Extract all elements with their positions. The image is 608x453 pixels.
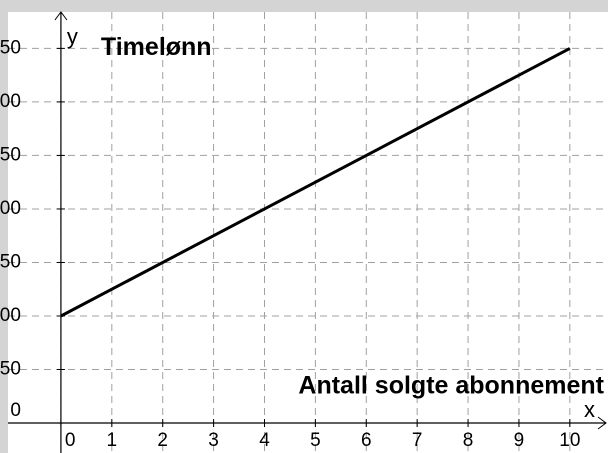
- y-tick-label: 150: [0, 251, 21, 272]
- x-tick-label: 10: [559, 430, 580, 451]
- x-tick-label: 6: [361, 430, 372, 451]
- x-tick-label: 0: [65, 430, 76, 451]
- y-axis-arrow: [54, 11, 68, 21]
- x-tick-label: 4: [259, 430, 270, 451]
- line: [60, 47, 571, 318]
- y-tick-label: 250: [0, 144, 21, 165]
- y-tick-label: 200: [0, 198, 21, 219]
- plot-area: [8, 12, 608, 453]
- x-axis-label: x: [584, 397, 595, 422]
- annotation: Timelønn: [101, 33, 212, 61]
- x-tick-label: 1: [107, 430, 118, 451]
- x-tick-label: 7: [412, 430, 423, 451]
- y-tick-label: 300: [0, 91, 21, 112]
- y-tick-label: 350: [0, 37, 21, 58]
- x-tick-label: 5: [310, 430, 321, 451]
- y-tick-label: 0: [10, 400, 21, 421]
- x-tick-label: 2: [157, 430, 168, 451]
- x-tick-label: 8: [463, 430, 474, 451]
- x-tick-label: 9: [514, 430, 525, 451]
- x-axis-arrow: [597, 416, 607, 430]
- y-axis-label: y: [67, 24, 78, 49]
- annotation: Antall solgte abonnement: [298, 372, 604, 400]
- y-tick-label: 50: [0, 359, 21, 380]
- y-tick-label: 100: [0, 305, 21, 326]
- x-tick-label: 3: [208, 430, 219, 451]
